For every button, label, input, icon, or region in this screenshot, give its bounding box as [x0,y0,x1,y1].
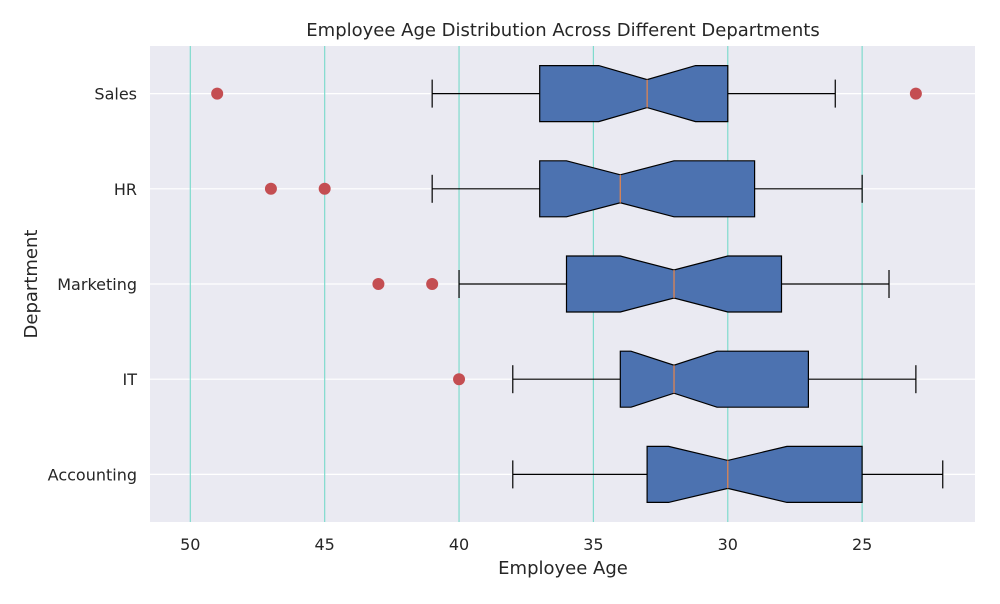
box-body [539,160,756,218]
outlier-point [264,182,277,195]
y-tick-label: HR [114,180,137,199]
box-body [619,350,810,408]
box-accounting [512,445,944,503]
outlier-point [453,373,466,386]
x-tick-label: 50 [180,535,200,554]
outlier-point [372,278,385,290]
x-tick-label: 30 [718,535,738,554]
x-tick-label: 45 [314,535,334,554]
y-tick-label: Sales [94,85,137,104]
x-tick-label: 35 [583,535,603,554]
x-tick-label: 25 [852,535,872,554]
box-hr [264,160,863,218]
box-body [646,445,863,503]
x-axis-label: Employee Age [498,558,628,579]
box-body [539,64,729,123]
box-marketing [372,255,890,313]
outlier-point [318,182,331,195]
box-sales [211,64,922,123]
outlier-point [909,87,922,100]
y-axis-label: Department [21,230,42,339]
y-tick-label: Marketing [57,275,137,294]
y-tick-label: Accounting [48,465,137,484]
x-tick-label: 40 [449,535,469,554]
y-tick-label: IT [123,370,138,389]
outlier-point [211,87,224,100]
outlier-point [426,278,439,290]
chart-title: Employee Age Distribution Across Differe… [306,20,819,41]
box-it [453,350,917,408]
